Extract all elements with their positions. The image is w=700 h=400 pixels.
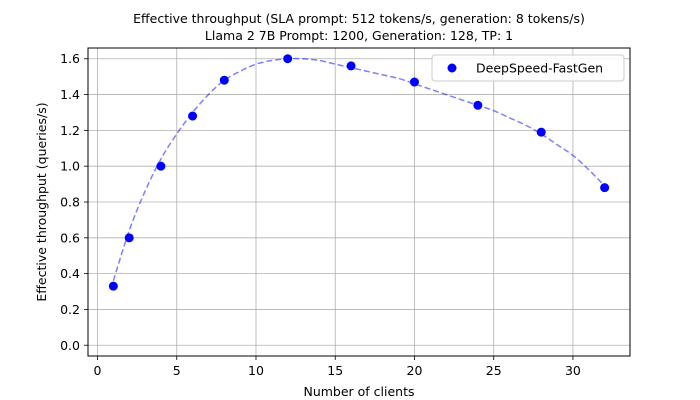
y-tick-label: 1.0: [60, 159, 80, 174]
chart-subtitle: Llama 2 7B Prompt: 1200, Generation: 128…: [205, 28, 513, 43]
x-tick-label: 15: [327, 363, 343, 378]
y-tick-label: 0.2: [60, 302, 80, 317]
fit-curve: [112, 57, 606, 282]
x-tick-label: 5: [173, 363, 181, 378]
x-axis-ticks: 0 5 10 15 20 25 30: [94, 356, 581, 378]
y-tick-label: 1.6: [60, 51, 80, 66]
data-point: [219, 75, 229, 85]
legend: DeepSpeed-FastGen: [431, 54, 625, 82]
y-axis-label: Effective throughput (queries/s): [34, 102, 49, 301]
y-tick-label: 1.2: [60, 123, 80, 138]
x-tick-label: 30: [565, 363, 581, 378]
x-tick-label: 25: [486, 363, 502, 378]
y-tick-label: 0.6: [60, 230, 80, 245]
y-tick-label: 0.0: [60, 338, 80, 353]
plot-area-frame: [87, 47, 631, 357]
grid-lines: [88, 48, 630, 356]
x-axis-label: Number of clients: [303, 384, 414, 399]
data-point: [124, 233, 134, 243]
x-tick-label: 20: [407, 363, 423, 378]
data-point: [600, 183, 610, 193]
data-point: [473, 100, 483, 110]
legend-box: [431, 54, 625, 82]
y-tick-label: 1.4: [60, 87, 80, 102]
y-axis-ticks: 0.0 0.2 0.4 0.6 0.8 1.0 1.2 1.4 1.6: [60, 51, 88, 353]
chart-title: Effective throughput (SLA prompt: 512 to…: [133, 11, 585, 26]
x-tick-label: 0: [94, 363, 102, 378]
data-points: [108, 54, 610, 291]
fit-curve-line: [112, 57, 606, 282]
data-point: [156, 161, 166, 171]
data-point: [409, 77, 419, 87]
data-point: [536, 127, 546, 137]
data-point: [283, 54, 293, 64]
legend-marker: [447, 63, 457, 73]
x-tick-label: 10: [248, 363, 264, 378]
y-tick-label: 0.4: [60, 266, 80, 281]
y-tick-label: 0.8: [60, 195, 80, 210]
data-point: [346, 61, 356, 71]
data-point: [108, 281, 118, 291]
data-point: [188, 111, 198, 121]
legend-label: DeepSpeed-FastGen: [476, 61, 603, 76]
